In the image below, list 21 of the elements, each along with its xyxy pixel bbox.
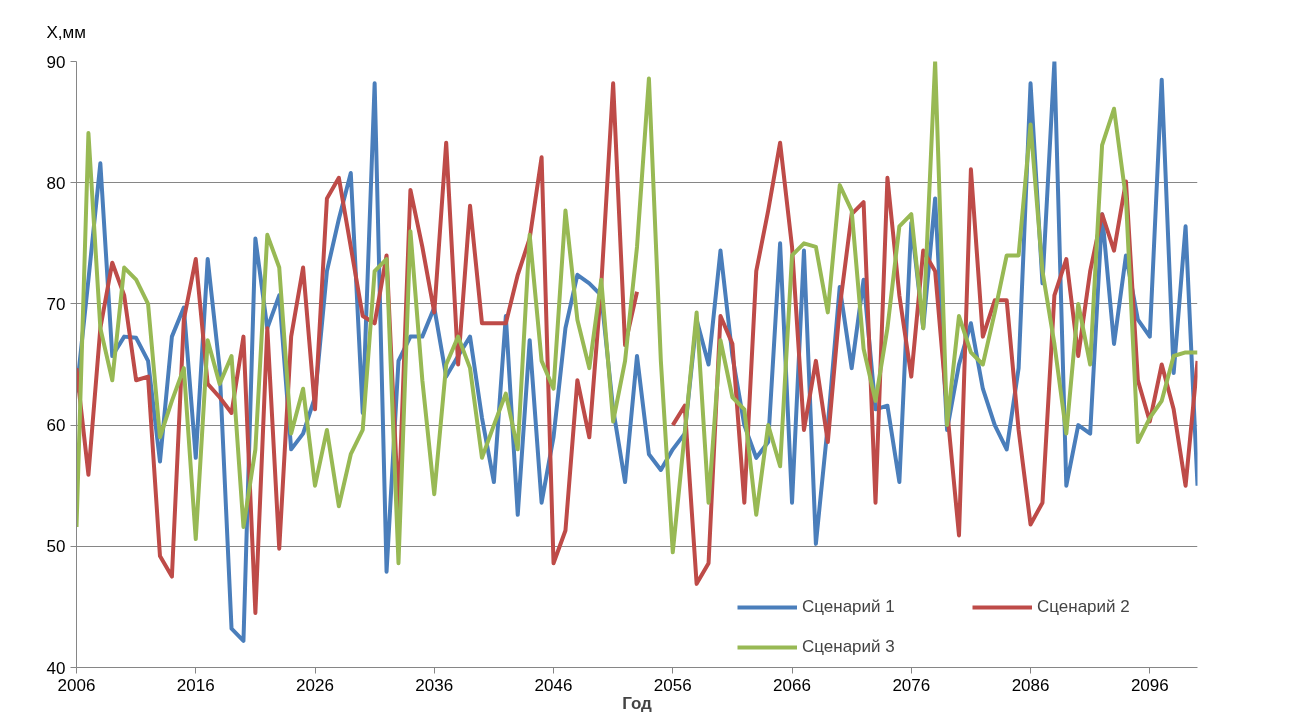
y-tick-label: 50 <box>46 537 66 557</box>
y-tick-label: 80 <box>46 173 66 193</box>
x-tick-label: 2056 <box>653 675 692 695</box>
y-axis-title: X,мм <box>46 22 86 42</box>
y-tick-label: 90 <box>46 52 66 72</box>
y-tick-label: 60 <box>46 416 66 436</box>
x-tick-label: 2086 <box>1011 675 1050 695</box>
x-tick-label: 2076 <box>892 675 931 695</box>
x-tick-label: 2026 <box>296 675 334 695</box>
x-axis-title: Год <box>622 693 653 713</box>
x-tick-label: 2096 <box>1130 675 1169 695</box>
x-tick-label: 2046 <box>534 675 573 695</box>
legend-label: Сценарий 3 <box>802 637 896 657</box>
x-tick-label: 2016 <box>176 675 215 695</box>
x-tick-label: 2066 <box>773 675 811 695</box>
y-tick-label: 40 <box>46 658 66 678</box>
x-tick-label: 2036 <box>415 675 454 695</box>
x-tick-label: 2006 <box>57 675 96 695</box>
y-tick-label: 70 <box>46 294 66 314</box>
legend-label: Сценарий 1 <box>802 597 896 617</box>
legend-label: Сценарий 2 <box>1037 597 1131 617</box>
